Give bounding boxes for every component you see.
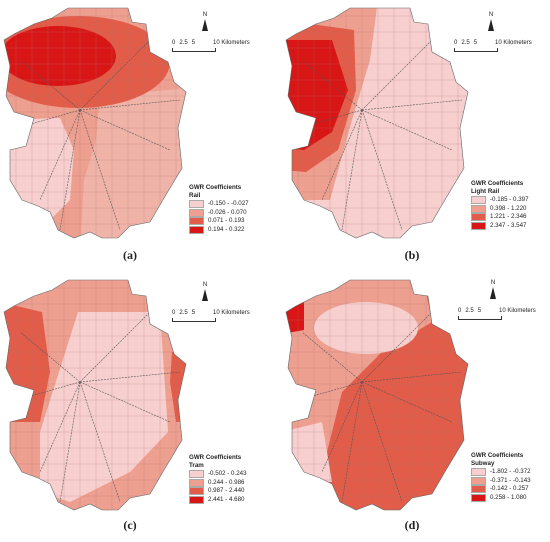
zone-class-4 bbox=[286, 302, 304, 334]
map-panel-tram: N 0 2.5 5 10 Kilometers GWR Coefficients Tr… bbox=[0, 272, 262, 532]
zone-class-4 bbox=[4, 26, 116, 86]
legend-item: -1.802 - -0.372 bbox=[471, 468, 531, 477]
panel-caption: (a) bbox=[123, 248, 137, 262]
legend-title: GWR Coefficients bbox=[471, 452, 524, 459]
legend-item: -0.371 - -0.143 bbox=[471, 476, 531, 486]
map-panel-rail: N 0 2.5 5 10 Kilometers GWR Coefficients Ra… bbox=[0, 0, 262, 262]
legend: GWR Coefficients Tram -0.502 - 0.243 0.2… bbox=[186, 452, 250, 507]
legend-item: 1.221 - 2.346 bbox=[471, 213, 529, 222]
legend-item: -0.185 - 0.397 bbox=[471, 196, 529, 205]
legend-title: GWR Coefficients bbox=[189, 184, 242, 191]
light-rail-coefficient-map bbox=[285, 7, 469, 239]
scale-tick: 2.5 bbox=[179, 40, 188, 46]
legend-item: -0.026 - 0.070 bbox=[189, 208, 249, 218]
scale-unit: 10 Kilometers bbox=[213, 40, 250, 46]
panel-caption: (d) bbox=[404, 518, 420, 532]
zone-class-3-east bbox=[170, 352, 186, 422]
panel-caption: (c) bbox=[123, 518, 137, 532]
scale-bar: 0 2.5 5 10 Kilometers bbox=[172, 310, 254, 322]
scale-tick: 5 bbox=[191, 40, 196, 46]
legend-item: 0.398 - 1.220 bbox=[471, 204, 529, 214]
legend-title: GWR Coefficients bbox=[471, 180, 524, 187]
north-arrow-icon: N bbox=[198, 282, 212, 301]
scale-bar: 0 2.5 5 10 Kilometers bbox=[172, 40, 254, 52]
scale-bar: 0 2.5 5 10 Kilometers bbox=[454, 40, 536, 52]
legend-item: 2.441 - 4.680 bbox=[189, 495, 247, 505]
zone-class-4 bbox=[186, 367, 200, 417]
subway-coefficient-map bbox=[285, 279, 469, 511]
legend-title: GWR Coefficients bbox=[189, 454, 242, 461]
legend-subtitle: Rail bbox=[189, 192, 201, 199]
legend-item: -0.150 - -0.027 bbox=[189, 200, 249, 209]
north-arrow-icon: N bbox=[486, 280, 500, 299]
legend-item: 0.194 - 0.322 bbox=[189, 225, 249, 235]
north-arrow-icon: N bbox=[484, 12, 498, 31]
scale-bar: 0 2.5 5 10 Kilometers bbox=[458, 308, 540, 320]
panel-caption: (b) bbox=[404, 248, 420, 262]
legend-item: 2.347 - 3.547 bbox=[471, 221, 529, 231]
legend-item: -0.502 - 0.243 bbox=[189, 470, 247, 479]
map-panel-subway: N 0 2.5 5 10 Kilometers GWR Coefficients Su… bbox=[282, 272, 544, 532]
legend-subtitle: Subway bbox=[471, 460, 495, 467]
rail-coefficient-map bbox=[3, 7, 187, 239]
legend-item: 0.071 - 0.193 bbox=[189, 217, 249, 226]
legend: GWR Coefficients Rail -0.150 - -0.027 -0… bbox=[186, 182, 252, 237]
legend: GWR Coefficients Light Rail -0.185 - 0.3… bbox=[468, 178, 532, 233]
legend-item: 0.258 - 1.080 bbox=[471, 493, 531, 503]
legend-subtitle: Tram bbox=[189, 462, 204, 469]
map-panel-light-rail: N 0 2.5 5 10 Kilometers GWR Coefficients Li… bbox=[282, 0, 544, 262]
scale-tick: 0 bbox=[172, 40, 176, 46]
tram-coefficient-map bbox=[3, 279, 200, 511]
legend-subtitle: Light Rail bbox=[471, 188, 500, 195]
zone-class-1-north bbox=[314, 302, 418, 354]
legend-item: 0.244 - 0.986 bbox=[189, 478, 247, 488]
legend: GWR Coefficients Subway -1.802 - -0.372 … bbox=[468, 450, 534, 505]
legend-item: -0.142 - 0.257 bbox=[471, 485, 531, 494]
zone-class-1 bbox=[40, 312, 168, 502]
legend-item: 0.987 - 2.440 bbox=[189, 487, 247, 496]
north-arrow-icon: N bbox=[198, 12, 212, 31]
